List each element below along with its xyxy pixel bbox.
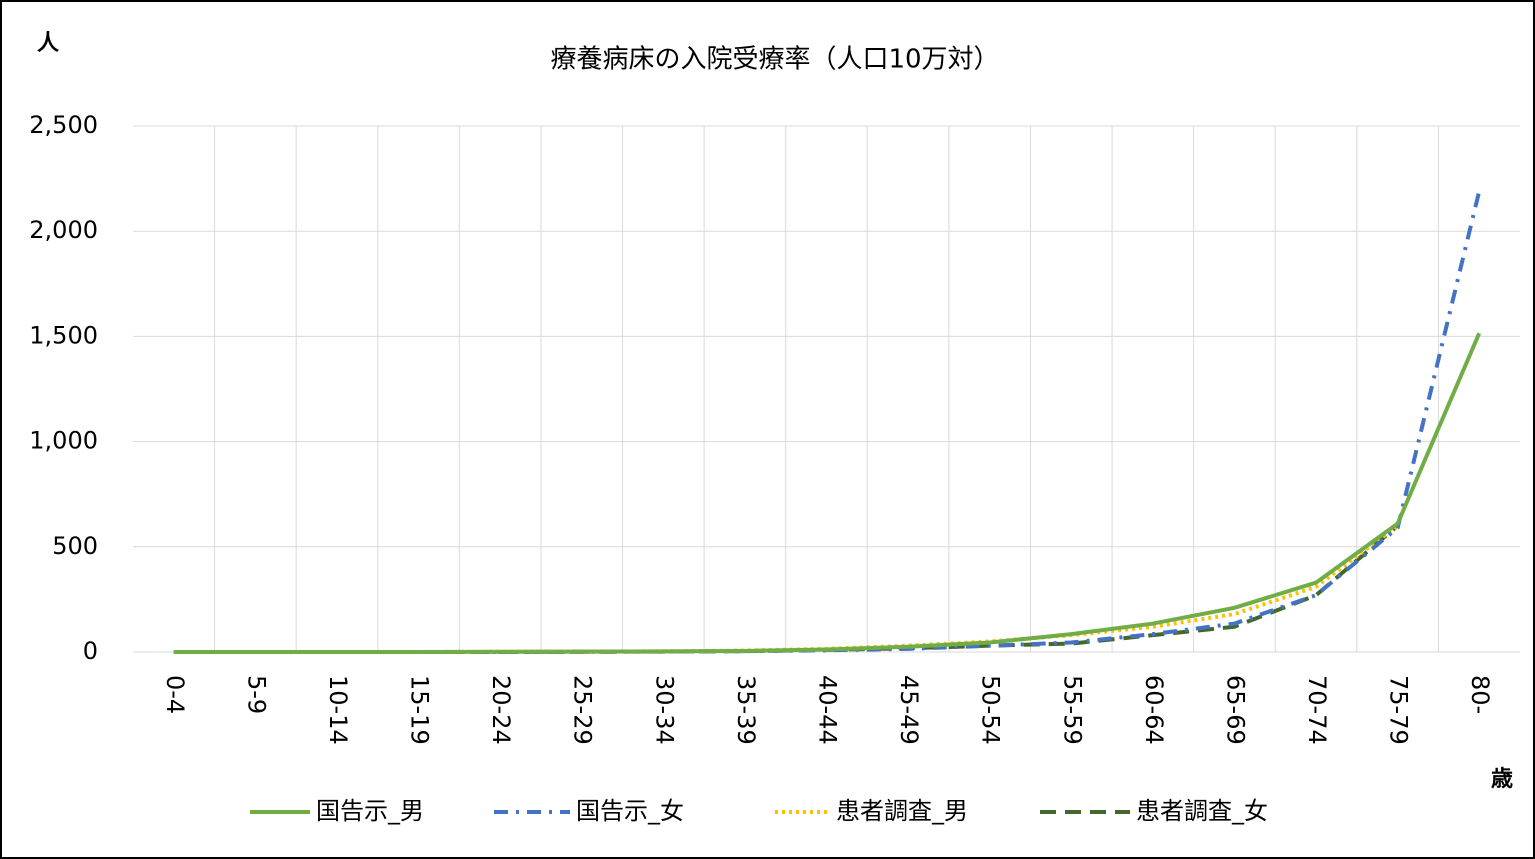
legend-label: 患者調査_女: [1136, 797, 1268, 825]
x-tick-label: 35-39: [732, 675, 760, 745]
x-tick-label: 55-59: [1058, 675, 1086, 745]
x-tick-label: 65-69: [1221, 675, 1249, 745]
y-tick-label: 1,500: [29, 321, 98, 349]
x-tick-label: 25-29: [569, 675, 597, 745]
y-tick-label: 500: [52, 532, 98, 560]
legend-label: 国告示_女: [576, 797, 684, 825]
x-tick-label: 70-74: [1303, 675, 1331, 745]
y-tick-label: 0: [83, 637, 98, 665]
x-tick-label: 15-19: [406, 675, 434, 745]
x-tick-label: 5-9: [242, 675, 270, 714]
x-tick-label: 60-64: [1140, 675, 1168, 745]
legend-label: 国告示_男: [316, 797, 424, 825]
x-tick-label: 10-14: [324, 675, 352, 745]
x-tick-label: 45-49: [895, 675, 923, 745]
x-tick-label: 0-4: [161, 675, 189, 714]
x-tick-label: 50-54: [977, 675, 1005, 745]
y-tick-label: 2,500: [29, 111, 98, 139]
y-tick-label: 2,000: [29, 216, 98, 244]
x-axis-label: 歳: [1491, 767, 1513, 792]
series-line: [173, 332, 1482, 654]
x-tick-label: 75-79: [1385, 675, 1413, 745]
x-tick-label: 20-24: [487, 675, 515, 745]
x-tick-label: 30-34: [650, 675, 678, 745]
legend-label: 患者調査_男: [836, 797, 968, 825]
y-axis-label: 人: [37, 31, 59, 56]
x-tick-label: 40-44: [814, 675, 842, 745]
chart-title: 療養病床の入院受療率（人口10万対）: [550, 45, 999, 75]
x-tick-label: 80-: [1466, 675, 1494, 714]
series-line: [173, 190, 1482, 654]
y-tick-label: 1,000: [29, 427, 98, 455]
